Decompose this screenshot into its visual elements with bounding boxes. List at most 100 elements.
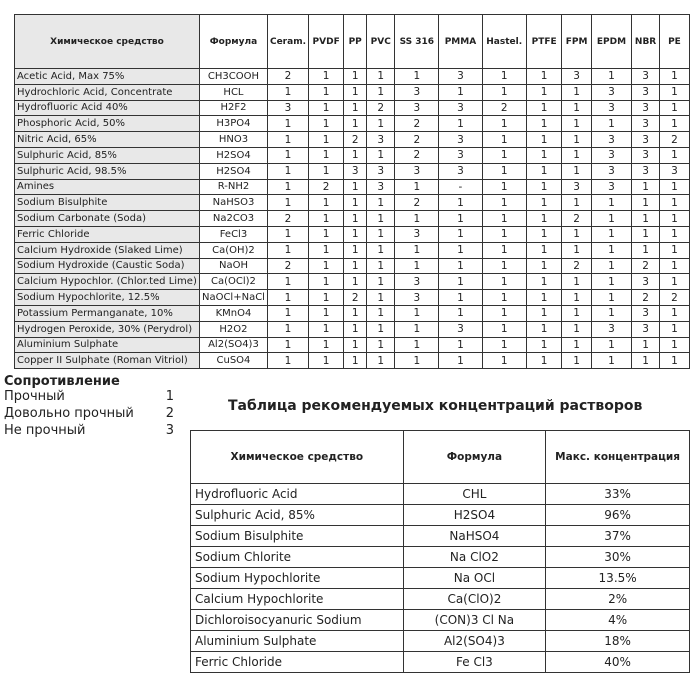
table-row: Sulphuric Acid, 85% H2SO4 96% bbox=[190, 504, 690, 526]
resistance-value: 2 bbox=[366, 99, 396, 117]
table-row: Aluminium Sulphate Al2(SO4)3 1 1 1 1 1 1 1 1 1 1 1 1 bbox=[14, 336, 691, 354]
resistance-value: 1 bbox=[366, 273, 396, 291]
resistance-value: 3 bbox=[438, 99, 483, 117]
max-concentration: 37% bbox=[545, 525, 690, 547]
chemical-name: Sulphuric Acid, 85% bbox=[14, 146, 200, 164]
resistance-value: 1 bbox=[658, 320, 691, 338]
resistance-value: 2 bbox=[561, 257, 592, 275]
max-concentration: 13.5% bbox=[545, 567, 690, 589]
resistance-value: 1 bbox=[658, 225, 691, 243]
resistance-value: 1 bbox=[366, 146, 396, 164]
resistance-value: 1 bbox=[307, 210, 345, 227]
resistance-value: 1 bbox=[481, 115, 527, 133]
legend-item: Прочный 1 bbox=[4, 389, 174, 406]
resistance-value: 1 bbox=[658, 257, 691, 275]
resistance-value: 1 bbox=[394, 210, 440, 227]
resistance-value: 3 bbox=[366, 131, 396, 148]
resistance-value: 1 bbox=[525, 320, 563, 338]
column-header: PMMA bbox=[438, 14, 483, 69]
formula: Ca(ClO)2 bbox=[402, 588, 547, 610]
resistance-value: 1 bbox=[307, 320, 345, 338]
formula: H3PO4 bbox=[198, 115, 268, 133]
resistance-value: 1 bbox=[394, 320, 440, 338]
chemical-name: Sulphuric Acid, 85% bbox=[190, 504, 404, 526]
resistance-value: 1 bbox=[561, 225, 592, 243]
max-concentration: 33% bbox=[545, 483, 690, 505]
table-row: Sodium Bisulphite NaHSO3 1 1 1 1 2 1 1 1 1 1 1 1 bbox=[14, 194, 691, 212]
resistance-value: 1 bbox=[366, 336, 396, 354]
resistance-value: 1 bbox=[481, 336, 527, 354]
chemical-name: Ferric Chloride bbox=[190, 651, 404, 673]
resistance-value: 1 bbox=[343, 320, 368, 338]
chemical-name: Dichloroisocyanuric Sodium bbox=[190, 609, 404, 631]
resistance-value: 1 bbox=[438, 115, 483, 133]
chemical-name: Ferric Chloride bbox=[14, 225, 200, 243]
resistance-value: 1 bbox=[481, 241, 527, 259]
resistance-value: 3 bbox=[590, 162, 633, 180]
resistance-value: 1 bbox=[525, 115, 563, 133]
resistance-value: 1 bbox=[343, 146, 368, 164]
resistance-value: 1 bbox=[366, 225, 396, 243]
table-header-row: Химическое средство Формула Макс. концентр… bbox=[190, 430, 690, 484]
resistance-value: 1 bbox=[590, 194, 633, 212]
resistance-value: 1 bbox=[343, 257, 368, 275]
resistance-value: 1 bbox=[343, 83, 368, 101]
chemical-name: Sulphuric Acid, 98.5% bbox=[14, 162, 200, 180]
resistance-value: 1 bbox=[525, 99, 563, 117]
column-header: FPM bbox=[561, 14, 592, 69]
chemical-name: Nitric Acid, 65% bbox=[14, 131, 200, 148]
resistance-value: 1 bbox=[266, 194, 310, 212]
table-row: Calcium Hypochlor. (Chlor.ted Lime) Ca(OC… bbox=[14, 273, 691, 291]
resistance-value: 1 bbox=[481, 68, 527, 85]
resistance-value: 1 bbox=[266, 162, 310, 180]
resistance-value: 1 bbox=[590, 210, 633, 227]
resistance-value: 1 bbox=[481, 83, 527, 101]
formula: Na2CO3 bbox=[198, 210, 268, 227]
resistance-value: 1 bbox=[561, 83, 592, 101]
resistance-value: 1 bbox=[366, 304, 396, 322]
resistance-value: 1 bbox=[343, 68, 368, 85]
chemical-name: Phosphoric Acid, 50% bbox=[14, 115, 200, 133]
resistance-value: 1 bbox=[266, 178, 310, 196]
formula: NaHSO3 bbox=[198, 194, 268, 212]
resistance-value: 1 bbox=[525, 83, 563, 101]
resistance-value: 3 bbox=[631, 131, 660, 148]
resistance-value: 3 bbox=[438, 68, 483, 85]
resistance-value: - bbox=[438, 178, 483, 196]
table-row: Amines R-NH2 1 2 1 3 1-1 1 3 3 1 1 bbox=[14, 178, 691, 196]
table-row: Potassium Permanganate, 10% KMnO4 1 1 1 1 1 1 1 1… bbox=[14, 304, 691, 322]
column-header: Hastel. bbox=[481, 14, 527, 69]
resistance-value: 1 bbox=[525, 178, 563, 196]
resistance-value: 3 bbox=[366, 162, 396, 180]
resistance-value: 1 bbox=[561, 273, 592, 291]
resistance-value: 1 bbox=[561, 352, 592, 370]
resistance-value: 1 bbox=[561, 289, 592, 306]
formula: Ca(OH)2 bbox=[198, 241, 268, 259]
resistance-value: 1 bbox=[525, 289, 563, 306]
resistance-value: 1 bbox=[561, 131, 592, 148]
resistance-value: 1 bbox=[658, 99, 691, 117]
resistance-value: 1 bbox=[307, 257, 345, 275]
resistance-value: 1 bbox=[366, 68, 396, 85]
column-header: NBR bbox=[631, 14, 660, 69]
column-header: Химическое средство bbox=[190, 430, 404, 484]
resistance-value: 2 bbox=[394, 131, 440, 148]
table-row: Hydrogen Peroxide, 30% (Perydrol) H2O2 1 1 1… bbox=[14, 320, 691, 338]
resistance-value: 1 bbox=[525, 273, 563, 291]
resistance-value: 3 bbox=[561, 68, 592, 85]
resistance-value: 1 bbox=[343, 115, 368, 133]
chemical-name: Calcium Hydroxide (Slaked Lime) bbox=[14, 241, 200, 259]
chemical-name: Aluminium Sulphate bbox=[190, 630, 404, 652]
resistance-value: 2 bbox=[343, 289, 368, 306]
resistance-value: 1 bbox=[525, 257, 563, 275]
resistance-value: 1 bbox=[394, 336, 440, 354]
resistance-value: 1 bbox=[343, 241, 368, 259]
resistance-value: 1 bbox=[307, 225, 345, 243]
concentration-table-title: Таблица рекомендуемых концентраций раств… bbox=[228, 398, 643, 414]
resistance-value: 1 bbox=[438, 257, 483, 275]
concentration-table: Химическое средство Формула Макс. концентр… bbox=[190, 430, 690, 673]
chemical-resistance-table: Химическое средство Формула Ceram. PVDF PP PV… bbox=[14, 14, 691, 370]
table-row: Ferric Chloride Fe Cl3 40% bbox=[190, 651, 690, 673]
resistance-value: 1 bbox=[561, 320, 592, 338]
resistance-value: 2 bbox=[394, 146, 440, 164]
